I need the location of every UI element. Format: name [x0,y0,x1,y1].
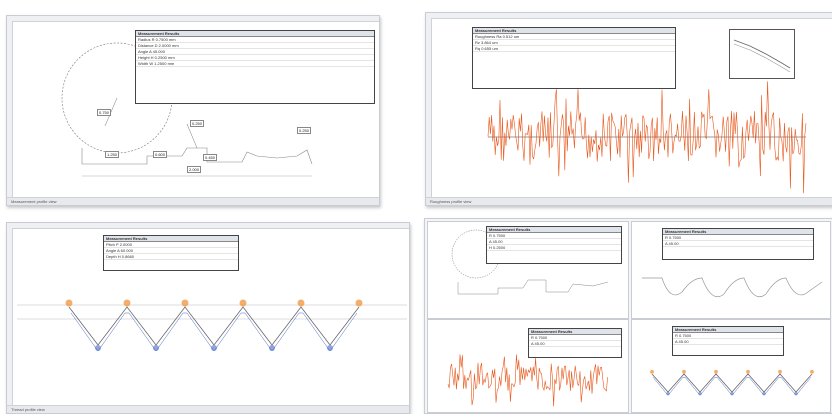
results-table[interactable]: Measurement Results R 0.7500 A 45.00 H 0… [486,226,622,264]
root-marker [666,392,670,396]
table-row[interactable]: R 0.7500 [673,333,783,339]
crest-marker [355,299,363,307]
table-row[interactable]: Rz 3.864 um [473,40,675,46]
table-row[interactable]: R 0.7500 [529,335,621,341]
results-table[interactable]: Measurement Results Pitch P 2.0000 Angle… [103,235,239,271]
roughness-plot [487,81,807,194]
table-row[interactable]: A 45.00 [529,341,621,347]
table-row[interactable]: H 0.2500 [487,245,621,251]
root-marker [327,345,333,351]
root-marker [730,392,734,396]
results-table-title: Measurement Results [104,236,238,242]
thread-line [68,306,360,346]
crest-marker [682,369,686,374]
results-table-title: Measurement Results [473,28,675,34]
dimension-label[interactable]: 0.250 [190,120,205,127]
sub-view-thread[interactable]: Measurement Results R 0.7500 A 45.00 [631,319,831,413]
dimension-label[interactable]: 0.750 [97,109,112,116]
horizontal-ruler [7,16,379,22]
dimension-label[interactable]: 0.450 [203,154,218,161]
crest-marker [714,369,718,374]
profile-line [81,147,313,165]
table-row[interactable]: Height H 0.2500 mm [136,55,374,61]
thread-profile [17,299,407,352]
results-table[interactable]: Measurement Results R 0.7500 A 45.00 [662,228,814,260]
crest-marker [181,299,189,307]
results-table-title: Measurement Results [487,227,621,233]
sub-view-profile[interactable]: Measurement Results R 0.7500 A 45.00 H 0… [427,221,629,319]
table-row[interactable]: Roughness Ra 0.512 um [473,34,675,40]
vertical-ruler [426,18,432,198]
root-marker [269,345,275,351]
root-marker [794,392,798,396]
results-table-title: Measurement Results [663,229,813,235]
crest-marker [297,299,305,307]
status-bar: Measurement profile view [7,197,379,205]
crest-marker [123,299,131,307]
roughness-trace [447,354,608,407]
dimension-label[interactable]: 0.250 [297,127,312,134]
results-table[interactable]: Measurement Results R 0.7500 A 45.00 [672,326,784,356]
sub-view-roughness[interactable]: Measurement Results R 0.7500 A 45.00 [427,319,629,413]
table-row[interactable]: Angle A 60.000 [104,248,238,254]
results-table-title: Measurement Results [529,329,621,335]
table-row[interactable]: A 45.00 [663,241,813,247]
dimension-label[interactable]: 1.250 [105,151,120,158]
horizontal-ruler [7,223,409,229]
vertical-ruler [7,228,13,406]
root-marker [153,345,159,351]
roughness-trace [487,81,807,194]
results-table[interactable]: Measurement Results R 0.7500 A 45.00 [528,328,622,358]
thumbnail-plot[interactable] [729,29,795,79]
status-bar: Thread profile view [7,405,409,413]
table-row[interactable]: Distance D 2.0000 mm [136,43,374,49]
results-table-title: Measurement Results [673,327,783,333]
dimension-label[interactable]: 2.000 [187,166,202,173]
crest-marker [65,299,73,307]
crest-marker [778,369,782,374]
table-row[interactable]: R 0.7500 [663,235,813,241]
multi-view-window-bottom-right[interactable]: Measurement Results R 0.7500 A 45.00 H 0… [424,218,832,414]
table-row[interactable]: Angle A 45.000 [136,49,374,55]
table-row[interactable]: Depth H 0.8660 [104,254,238,260]
results-table[interactable]: Measurement Results Roughness Ra 0.512 u… [472,27,676,89]
table-row[interactable]: Pitch P 2.0000 [104,242,238,248]
crest-marker [810,369,814,374]
vertical-ruler [7,21,13,198]
sub-view-contour[interactable]: Measurement Results R 0.7500 A 45.00 [631,221,831,319]
results-table-title: Measurement Results [136,31,374,37]
horizontal-ruler [426,13,832,19]
dimension-label[interactable]: 0.600 [153,151,168,158]
crest-marker [746,369,750,374]
results-table[interactable]: Measurement Results Radius R 0.7500 mm D… [135,30,375,104]
table-row[interactable]: Rq 0.655 um [473,46,675,52]
table-row[interactable]: R 0.7500 [487,233,621,239]
thread-window-bottom-left[interactable]: Measurement Results Pitch P 2.0000 Angle… [6,222,410,414]
status-bar: Roughness profile view [426,197,832,205]
crest-marker [650,369,654,374]
table-row[interactable]: Width W 1.2500 mm [136,61,374,67]
table-row[interactable]: A 45.00 [487,239,621,245]
root-marker [95,345,101,351]
table-row[interactable]: Radius R 0.7500 mm [136,37,374,43]
root-marker [698,392,702,396]
table-row[interactable]: A 45.00 [673,339,783,345]
root-marker [762,392,766,396]
crest-marker [239,299,247,307]
thread-line [651,373,813,393]
roughness-window-top-right[interactable]: Measurement Results Roughness Ra 0.512 u… [425,12,832,206]
profile-window-top-left[interactable]: 0.750 0.250 1.250 0.600 0.450 2.000 0.25… [6,15,380,206]
root-marker [211,345,217,351]
